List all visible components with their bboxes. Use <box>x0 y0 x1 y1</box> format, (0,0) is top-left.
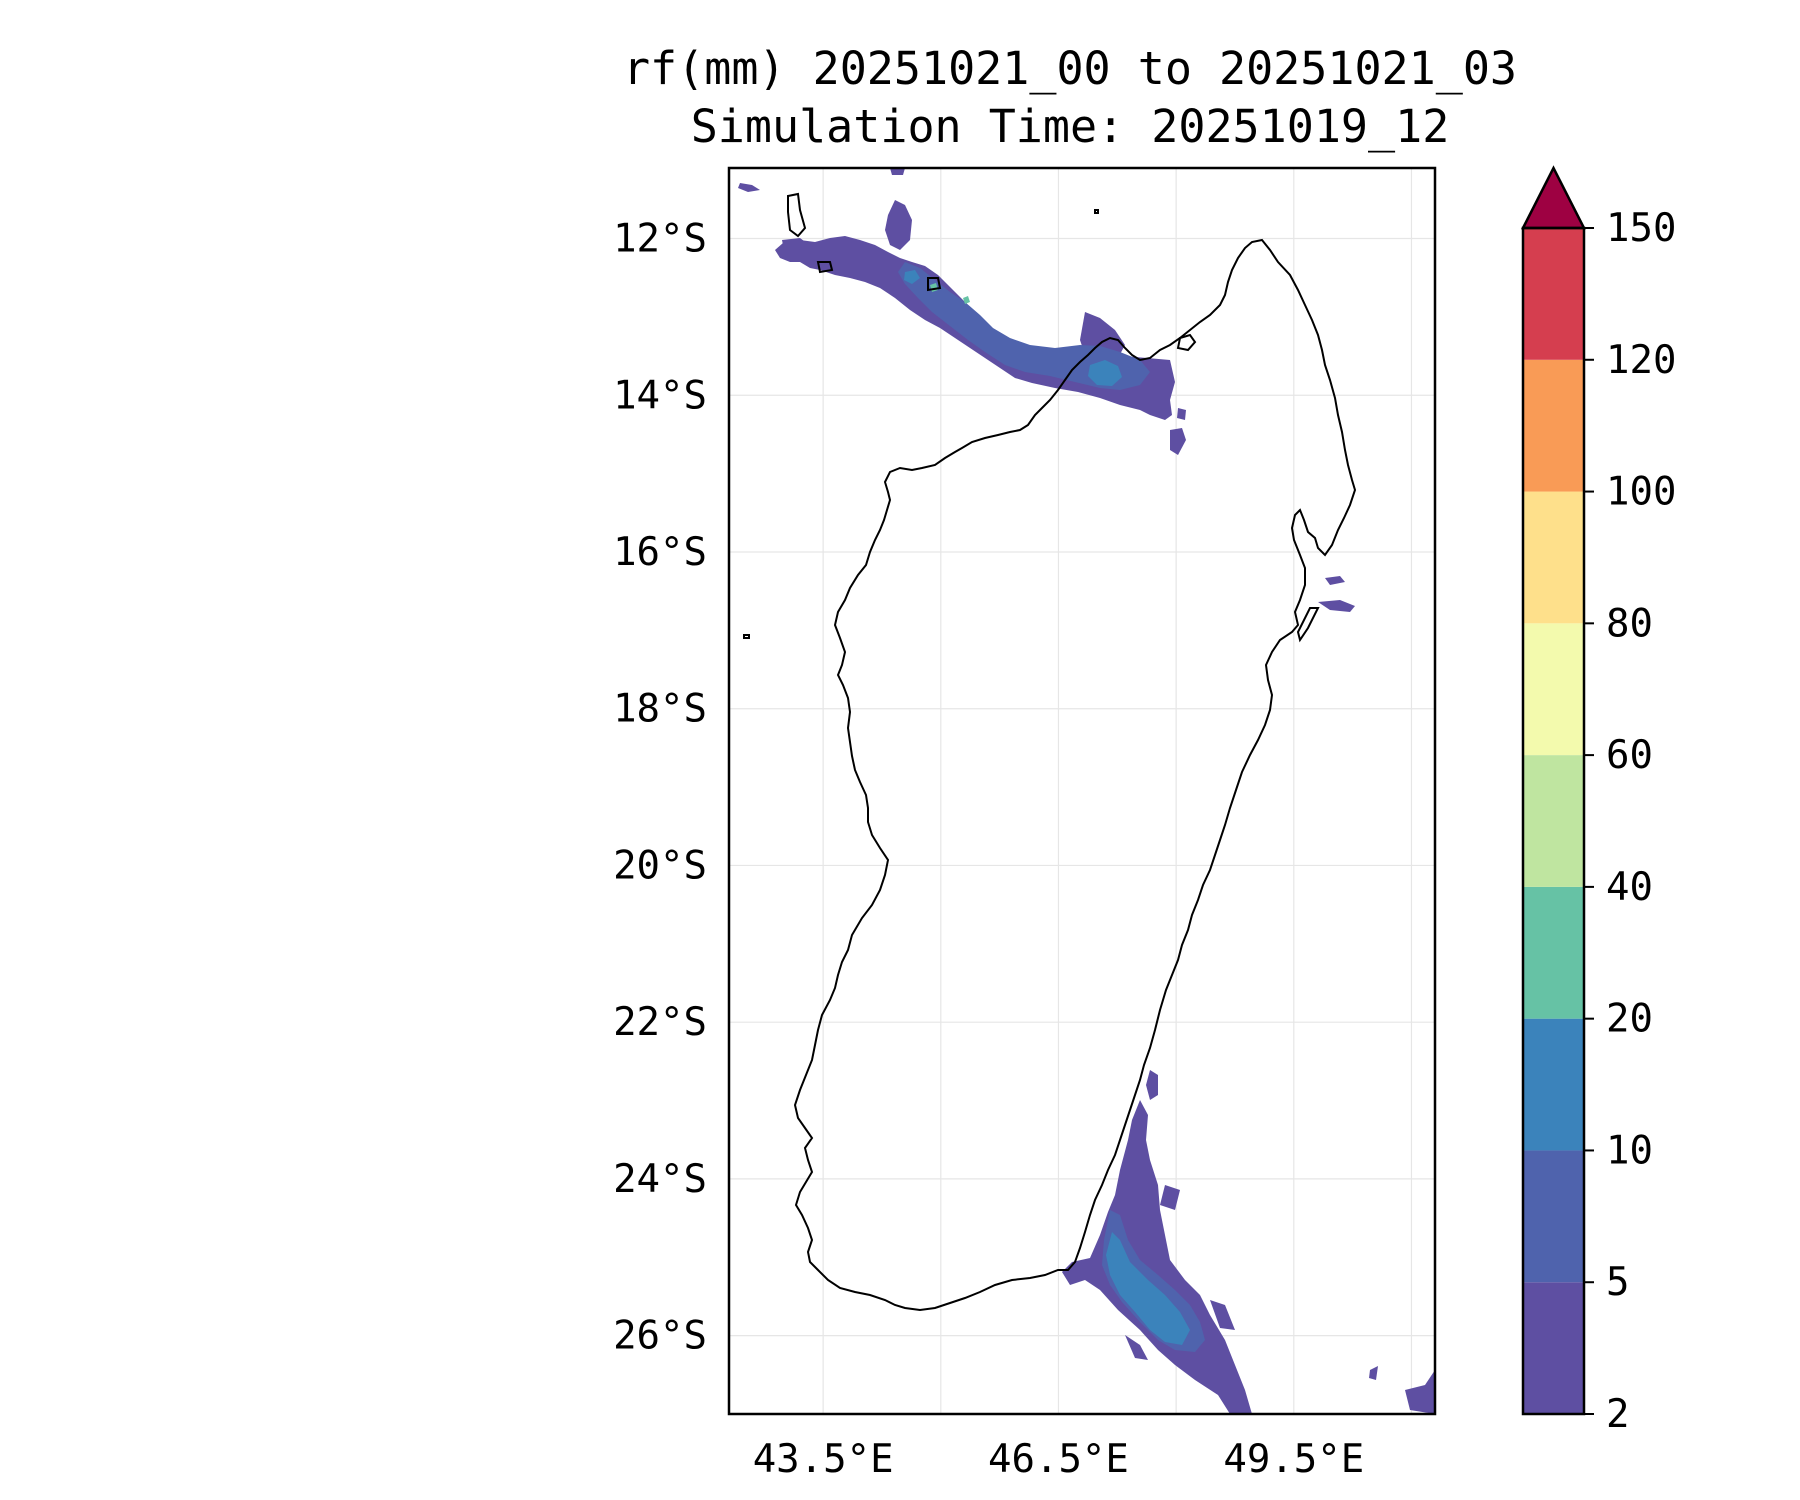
colorbar-segment <box>1523 228 1584 360</box>
rainfall-core-south-blue <box>1106 1232 1190 1345</box>
colorbar-segment <box>1523 1018 1584 1151</box>
colorbar-tick-label: 80 <box>1606 601 1653 646</box>
colorbar-tick-label: 100 <box>1606 470 1676 515</box>
colorbar-tick-label: 10 <box>1606 1128 1653 1173</box>
colorbar-segment <box>1523 359 1584 492</box>
lat-tick-label: 24°S <box>613 1157 707 1202</box>
island-sainte-marie <box>1296 607 1320 643</box>
lat-tick-label: 18°S <box>613 687 707 732</box>
lon-tick-label: 43.5°E <box>753 1437 894 1482</box>
map-frame <box>727 166 1437 1416</box>
title-line-1: rf(mm) 20251021_00 to 20251021_03 <box>622 42 1518 95</box>
colorbar-segment <box>1523 1150 1584 1283</box>
rainfall-patch-east-2 <box>1318 600 1355 612</box>
colorbar-tick-label: 2 <box>1606 1392 1629 1437</box>
lat-tick-label: 20°S <box>613 843 707 888</box>
lon-tick-label: 46.5°E <box>988 1437 1129 1482</box>
rainfall-patch-south-5 <box>1125 1335 1148 1360</box>
plot-title: rf(mm) 20251021_00 to 20251021_03 Simula… <box>570 40 1570 156</box>
lat-tick-label: 26°S <box>613 1314 707 1359</box>
rainfall-patch-top <box>890 168 905 175</box>
rainfall-area-southeast <box>1062 1070 1435 1414</box>
rainfall-patch-east-1 <box>1325 576 1345 585</box>
rainfall-patch-small-2 <box>1177 408 1186 420</box>
rainfall-patch-south-3 <box>1405 1370 1435 1414</box>
colorbar-extend-triangle <box>1520 165 1587 230</box>
lat-tick-label: 12°S <box>613 217 707 262</box>
colorbar-segment <box>1523 623 1584 756</box>
colorbar-segment <box>1523 491 1584 624</box>
rainfall-area-east <box>1318 576 1355 612</box>
colorbar-segment <box>1523 886 1584 1019</box>
rainfall-band-south-upper <box>1146 1070 1158 1100</box>
island-tiny-west <box>743 634 750 639</box>
lat-tick-label: 22°S <box>613 1000 707 1045</box>
island-northwest-1 <box>787 192 807 238</box>
colorbar-tick-label: 60 <box>1606 733 1653 778</box>
madagascar-coastline <box>793 238 1357 1312</box>
rainfall-patch-south-4 <box>1369 1366 1378 1380</box>
rainfall-patch-south-2 <box>1210 1300 1235 1330</box>
title-line-2: Simulation Time: 20251019_12 <box>690 100 1450 153</box>
rainfall-area-northwest <box>738 168 1186 455</box>
map-gridlines <box>729 168 1435 1414</box>
rainfall-core-blue-1 <box>1088 360 1122 386</box>
colorbar-tick-label: 120 <box>1606 338 1676 383</box>
rainfall-band-northwest-tail <box>885 200 912 250</box>
lat-tick-label: 14°S <box>613 373 707 418</box>
rainfall-patch-small-1 <box>1170 428 1186 455</box>
island-northwest-2 <box>816 261 834 274</box>
colorbar-tick-label: 20 <box>1606 997 1653 1042</box>
colorbar-tick-label: 150 <box>1606 206 1676 251</box>
island-northwest-3 <box>927 277 942 292</box>
colorbar-segment <box>1523 755 1584 887</box>
rainfall-core-blue-2 <box>904 270 920 284</box>
latitude-tick-labels: 12°S 14°S 16°S 18°S 20°S 22°S 24°S 26°S <box>613 217 707 1359</box>
lon-tick-label: 49.5°E <box>1223 1437 1364 1482</box>
colorbar-frame <box>1521 226 1586 1416</box>
island-nosy-be <box>1176 333 1197 352</box>
island-tiny <box>1094 209 1099 214</box>
rainfall-patch-south-1 <box>1160 1185 1180 1210</box>
colorbar-tick-label: 40 <box>1606 865 1653 910</box>
rainfall-patch-west <box>782 238 808 250</box>
colorbar-tick-label: 5 <box>1606 1260 1629 1305</box>
rainfall-band-south <box>1062 1100 1252 1414</box>
colorbar: 2 5 10 20 40 60 80 100 120 150 <box>1520 165 1676 1437</box>
lat-tick-label: 16°S <box>613 530 707 575</box>
rainfall-core-teal-2 <box>963 296 970 304</box>
colorbar-segment <box>1523 1282 1584 1414</box>
rainfall-core-northwest <box>898 262 1150 390</box>
longitude-tick-labels: 43.5°E 46.5°E 49.5°E <box>753 1437 1365 1482</box>
rainfall-patch-corner <box>738 183 760 192</box>
